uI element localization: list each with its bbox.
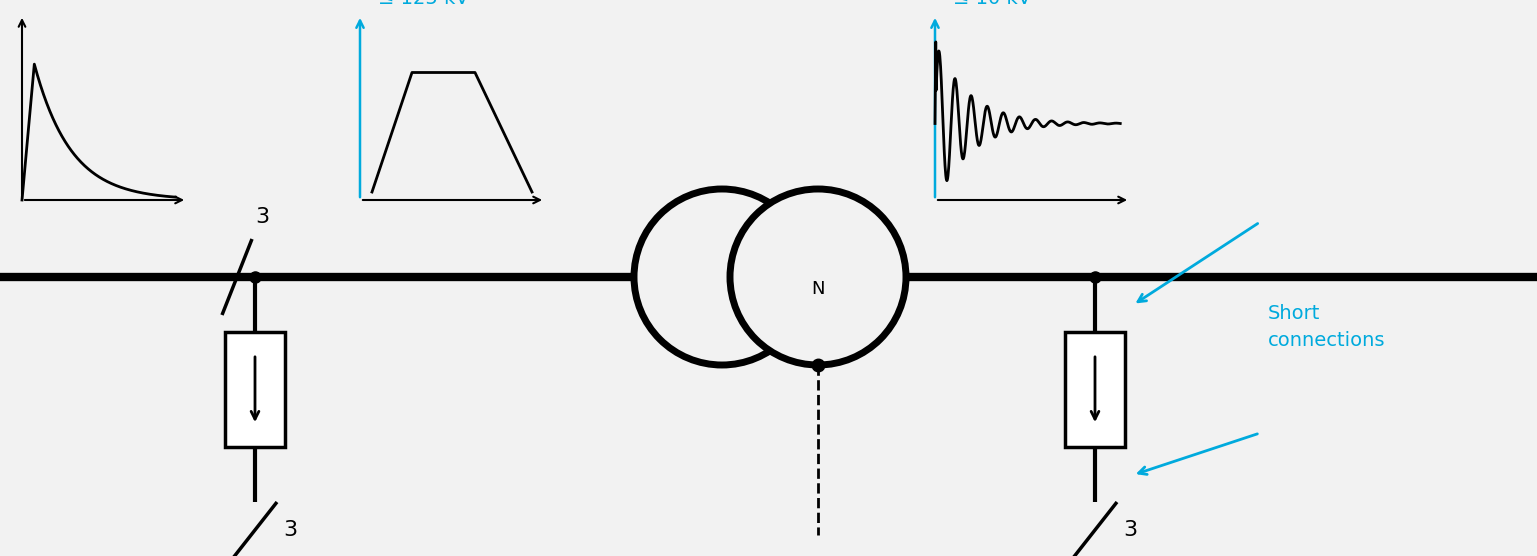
Circle shape bbox=[730, 189, 905, 365]
Text: ≤ 10 kV: ≤ 10 kV bbox=[953, 0, 1031, 8]
Text: 3: 3 bbox=[1124, 520, 1137, 540]
Text: N: N bbox=[812, 280, 825, 298]
Text: 3: 3 bbox=[255, 207, 269, 227]
Bar bbox=[1065, 332, 1125, 447]
Text: ≤ 125 kV: ≤ 125 kV bbox=[378, 0, 469, 8]
Circle shape bbox=[633, 189, 810, 365]
Bar bbox=[224, 332, 284, 447]
Text: Short
connections: Short connections bbox=[1268, 304, 1385, 350]
Text: 3: 3 bbox=[283, 520, 297, 540]
